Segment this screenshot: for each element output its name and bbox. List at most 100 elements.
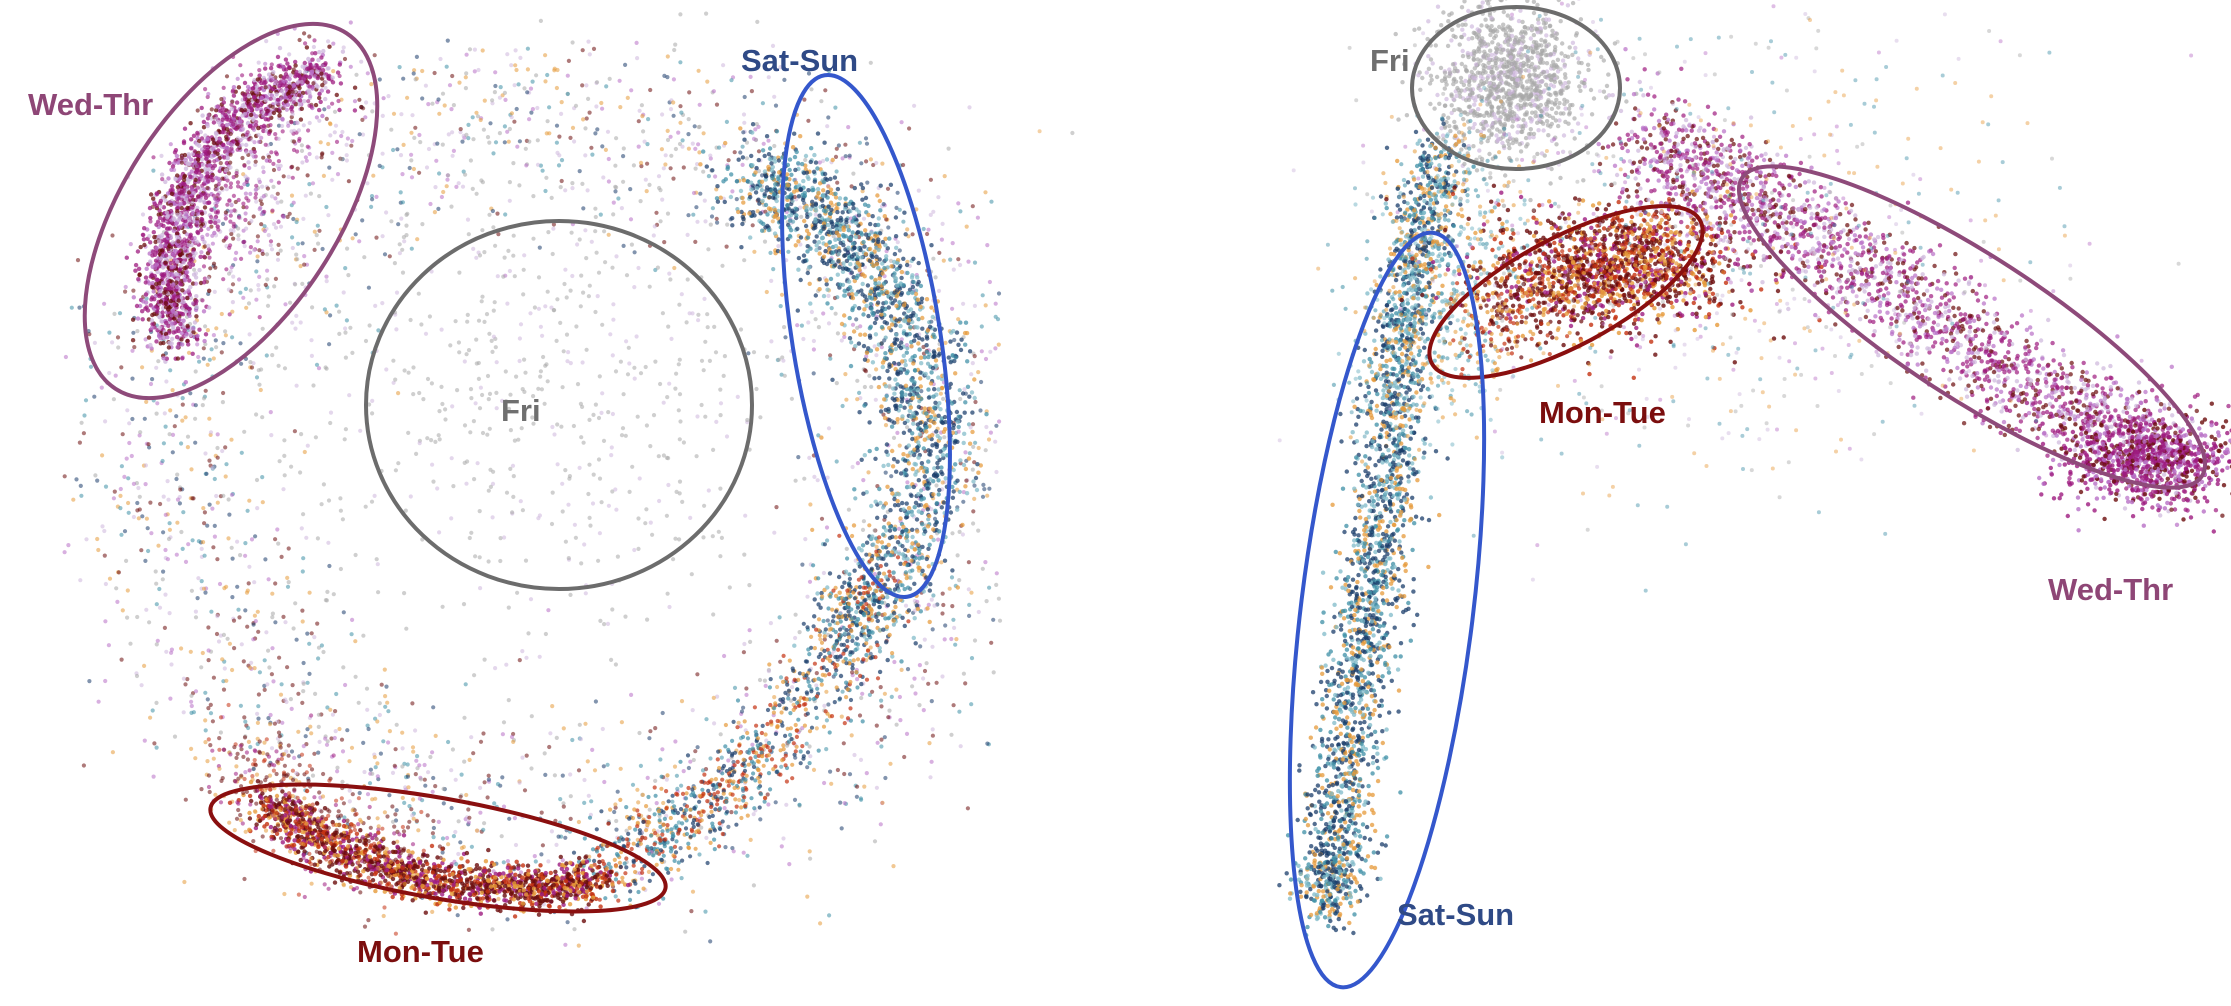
data-point [473, 554, 478, 559]
data-point [606, 156, 611, 162]
data-point [346, 273, 351, 278]
data-point [391, 111, 397, 116]
data-point [164, 253, 169, 258]
data-point [168, 368, 173, 373]
data-point [740, 162, 745, 167]
data-point [704, 835, 709, 841]
data-point [115, 335, 121, 340]
data-point [558, 185, 563, 190]
data-point [439, 384, 444, 389]
data-point [930, 627, 935, 632]
data-point [170, 308, 175, 314]
data-point [534, 73, 539, 78]
data-point [188, 332, 193, 338]
data-point [736, 720, 741, 725]
data-point [568, 794, 573, 799]
left-points-layer [62, 11, 1075, 948]
data-point [305, 144, 310, 149]
data-point [654, 801, 659, 806]
data-point [178, 321, 183, 327]
data-point [137, 507, 142, 512]
data-point [480, 180, 485, 185]
data-point [143, 558, 148, 564]
data-point [229, 437, 234, 442]
data-point [251, 766, 256, 772]
data-point [309, 631, 314, 636]
data-point [587, 515, 592, 521]
data-point [957, 529, 962, 535]
data-point [636, 265, 641, 271]
data-point [205, 362, 210, 367]
data-point [142, 663, 147, 669]
data-point [773, 103, 779, 108]
data-point [632, 365, 637, 370]
data-point [268, 96, 273, 101]
data-point [555, 67, 560, 73]
data-point [513, 63, 518, 68]
data-point [143, 275, 149, 280]
data-point [396, 391, 401, 396]
data-point [671, 176, 676, 181]
data-point [659, 147, 665, 152]
data-point [599, 410, 604, 415]
data-point [316, 724, 321, 730]
data-point [271, 184, 276, 189]
data-point [256, 287, 261, 292]
data-point [639, 103, 645, 108]
data-point [301, 556, 306, 561]
data-point [399, 216, 404, 221]
data-point [303, 70, 308, 75]
data-point [478, 810, 483, 815]
data-point [342, 437, 347, 442]
data-point [236, 607, 241, 612]
data-point [476, 376, 481, 381]
data-point [593, 131, 598, 136]
data-point [859, 695, 864, 701]
data-point [646, 869, 652, 875]
data-point [603, 260, 608, 265]
data-point [157, 325, 162, 330]
data-point [390, 770, 396, 776]
data-point [718, 387, 723, 392]
data-point [991, 617, 996, 622]
data-point [470, 186, 475, 191]
data-point [652, 224, 657, 229]
data-point [134, 303, 140, 309]
data-point [957, 489, 962, 494]
data-point [352, 99, 358, 104]
data-point [512, 83, 517, 88]
data-point [418, 140, 423, 145]
data-point [566, 556, 571, 561]
data-point [696, 312, 701, 317]
data-point [997, 618, 1003, 623]
data-point [858, 757, 864, 763]
data-point [363, 504, 368, 509]
data-point [615, 789, 620, 794]
data-point [331, 69, 336, 74]
data-point [244, 305, 249, 310]
data-point [460, 184, 466, 189]
data-point [176, 188, 181, 193]
data-point [197, 143, 202, 148]
data-point [391, 147, 396, 153]
data-point [175, 520, 180, 525]
data-point [497, 131, 502, 136]
data-point [122, 474, 127, 479]
data-point [99, 385, 104, 390]
data-point [242, 715, 247, 720]
data-point [353, 674, 358, 679]
data-point [167, 527, 172, 532]
data-point [446, 132, 451, 137]
data-point [463, 75, 468, 80]
data-point [486, 559, 491, 564]
data-point [361, 740, 366, 746]
data-point [514, 374, 519, 379]
data-point [163, 547, 168, 553]
data-point [175, 472, 180, 477]
data-point [179, 160, 184, 165]
data-point [175, 259, 180, 264]
data-point [888, 761, 893, 766]
data-point [368, 767, 373, 772]
data-point [378, 751, 383, 756]
data-point [102, 301, 107, 306]
